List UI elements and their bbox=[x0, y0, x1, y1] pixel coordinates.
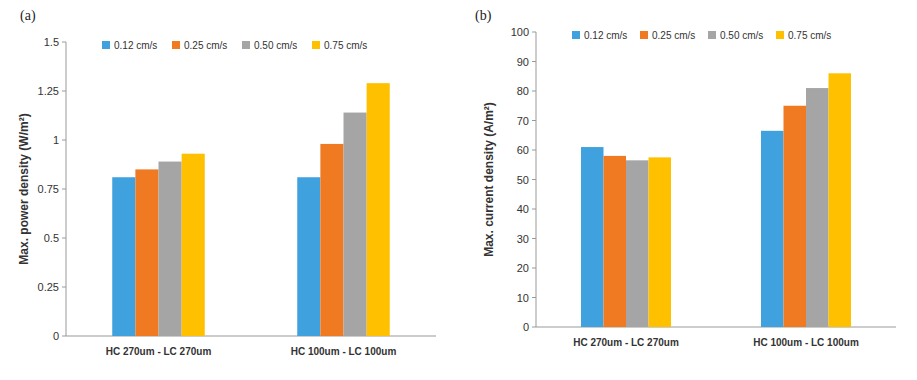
y-tick-label: 1 bbox=[53, 134, 59, 146]
bars bbox=[581, 73, 851, 327]
y-tick bbox=[532, 32, 536, 33]
bar bbox=[581, 147, 604, 327]
x-tick-label: HC 270um - LC 270um bbox=[106, 346, 212, 357]
bar bbox=[367, 83, 390, 336]
legend-swatch bbox=[708, 31, 716, 39]
bars bbox=[112, 83, 390, 336]
y-axis bbox=[66, 42, 67, 336]
y-tick bbox=[532, 120, 536, 121]
bar bbox=[806, 88, 829, 327]
legend: 0.12 cm/s 0.25 cm/s 0.50 cm/s 0.75 cm/s bbox=[102, 40, 367, 51]
y-tick bbox=[532, 238, 536, 239]
y-tick bbox=[532, 268, 536, 269]
y-tick-label: 0.5 bbox=[44, 232, 59, 244]
bar bbox=[761, 131, 784, 327]
legend-swatch bbox=[776, 31, 784, 39]
legend-swatch bbox=[102, 41, 110, 49]
legend-label: 0.50 cm/s bbox=[720, 30, 763, 41]
y-tick-label: 0 bbox=[53, 330, 59, 342]
y-tick bbox=[532, 61, 536, 62]
y-tick bbox=[532, 91, 536, 92]
y-tick bbox=[62, 42, 66, 43]
legend-swatch bbox=[640, 31, 648, 39]
legend-label: 0.12 cm/s bbox=[114, 40, 157, 51]
y-tick-label: 90 bbox=[517, 56, 529, 68]
y-tick bbox=[532, 327, 536, 328]
y-tick bbox=[532, 297, 536, 298]
bar bbox=[344, 113, 367, 336]
legend-swatch bbox=[572, 31, 580, 39]
legend: 0.12 cm/s 0.25 cm/s 0.50 cm/s 0.75 cm/s bbox=[572, 30, 831, 41]
y-tick-label: 10 bbox=[517, 292, 529, 304]
y-axis bbox=[536, 32, 537, 327]
bar bbox=[297, 177, 320, 336]
legend-label: 0.25 cm/s bbox=[184, 40, 227, 51]
legend-swatch bbox=[172, 41, 180, 49]
y-tick bbox=[62, 140, 66, 141]
y-tick-label: 0 bbox=[523, 321, 529, 333]
bar bbox=[626, 160, 649, 327]
panel-label: (b) bbox=[475, 8, 492, 24]
legend-label: 0.75 cm/s bbox=[788, 30, 831, 41]
x-tick-label: HC 100um - LC 100um bbox=[291, 346, 397, 357]
y-tick bbox=[62, 336, 66, 337]
y-tick-label: 0.75 bbox=[38, 183, 59, 195]
y-axis-title: Max. power density (W/m²) bbox=[17, 113, 31, 264]
bar bbox=[784, 106, 807, 327]
y-tick bbox=[62, 91, 66, 92]
x-tick-label: HC 100um - LC 100um bbox=[753, 337, 859, 348]
bar bbox=[135, 169, 158, 336]
y-tick bbox=[62, 287, 66, 288]
y-tick bbox=[532, 209, 536, 210]
bar bbox=[649, 157, 672, 327]
figure: (a) Max. power density (W/m²) 0 0.25 0.5 0.75… bbox=[0, 0, 917, 380]
y-axis-title: Max. current density (A/m²) bbox=[482, 102, 496, 257]
y-tick-label: 30 bbox=[517, 233, 529, 245]
legend-label: 0.75 cm/s bbox=[324, 40, 367, 51]
chart-panel: (b) Max. current density (A/m²) 0 10 20 30 40 5… bbox=[475, 8, 896, 348]
x-tick-label: HC 270um - LC 270um bbox=[573, 337, 679, 348]
y-tick-label: 1.25 bbox=[38, 85, 59, 97]
y-tick bbox=[532, 179, 536, 180]
bar bbox=[112, 177, 135, 336]
y-tick-label: 50 bbox=[517, 174, 529, 186]
y-tick-label: 0.25 bbox=[38, 281, 59, 293]
legend-label: 0.50 cm/s bbox=[254, 40, 297, 51]
legend-swatch bbox=[312, 41, 320, 49]
panel-label: (a) bbox=[20, 8, 36, 24]
bar bbox=[159, 162, 182, 336]
chart-panel: (a) Max. power density (W/m²) 0 0.25 0.5 0.75… bbox=[17, 8, 436, 357]
y-tick-label: 1.5 bbox=[44, 36, 59, 48]
y-tick-label: 100 bbox=[511, 26, 529, 38]
y-tick-label: 20 bbox=[517, 262, 529, 274]
legend-swatch bbox=[242, 41, 250, 49]
bar bbox=[320, 144, 343, 336]
legend-label: 0.12 cm/s bbox=[584, 30, 627, 41]
y-tick bbox=[532, 150, 536, 151]
bar bbox=[604, 156, 627, 327]
legend-label: 0.25 cm/s bbox=[652, 30, 695, 41]
bar bbox=[829, 73, 852, 327]
y-tick bbox=[62, 189, 66, 190]
y-tick bbox=[62, 238, 66, 239]
y-tick-label: 80 bbox=[517, 85, 529, 97]
y-tick-label: 70 bbox=[517, 115, 529, 127]
y-tick-label: 60 bbox=[517, 144, 529, 156]
bar bbox=[182, 154, 205, 336]
y-tick-label: 40 bbox=[517, 203, 529, 215]
